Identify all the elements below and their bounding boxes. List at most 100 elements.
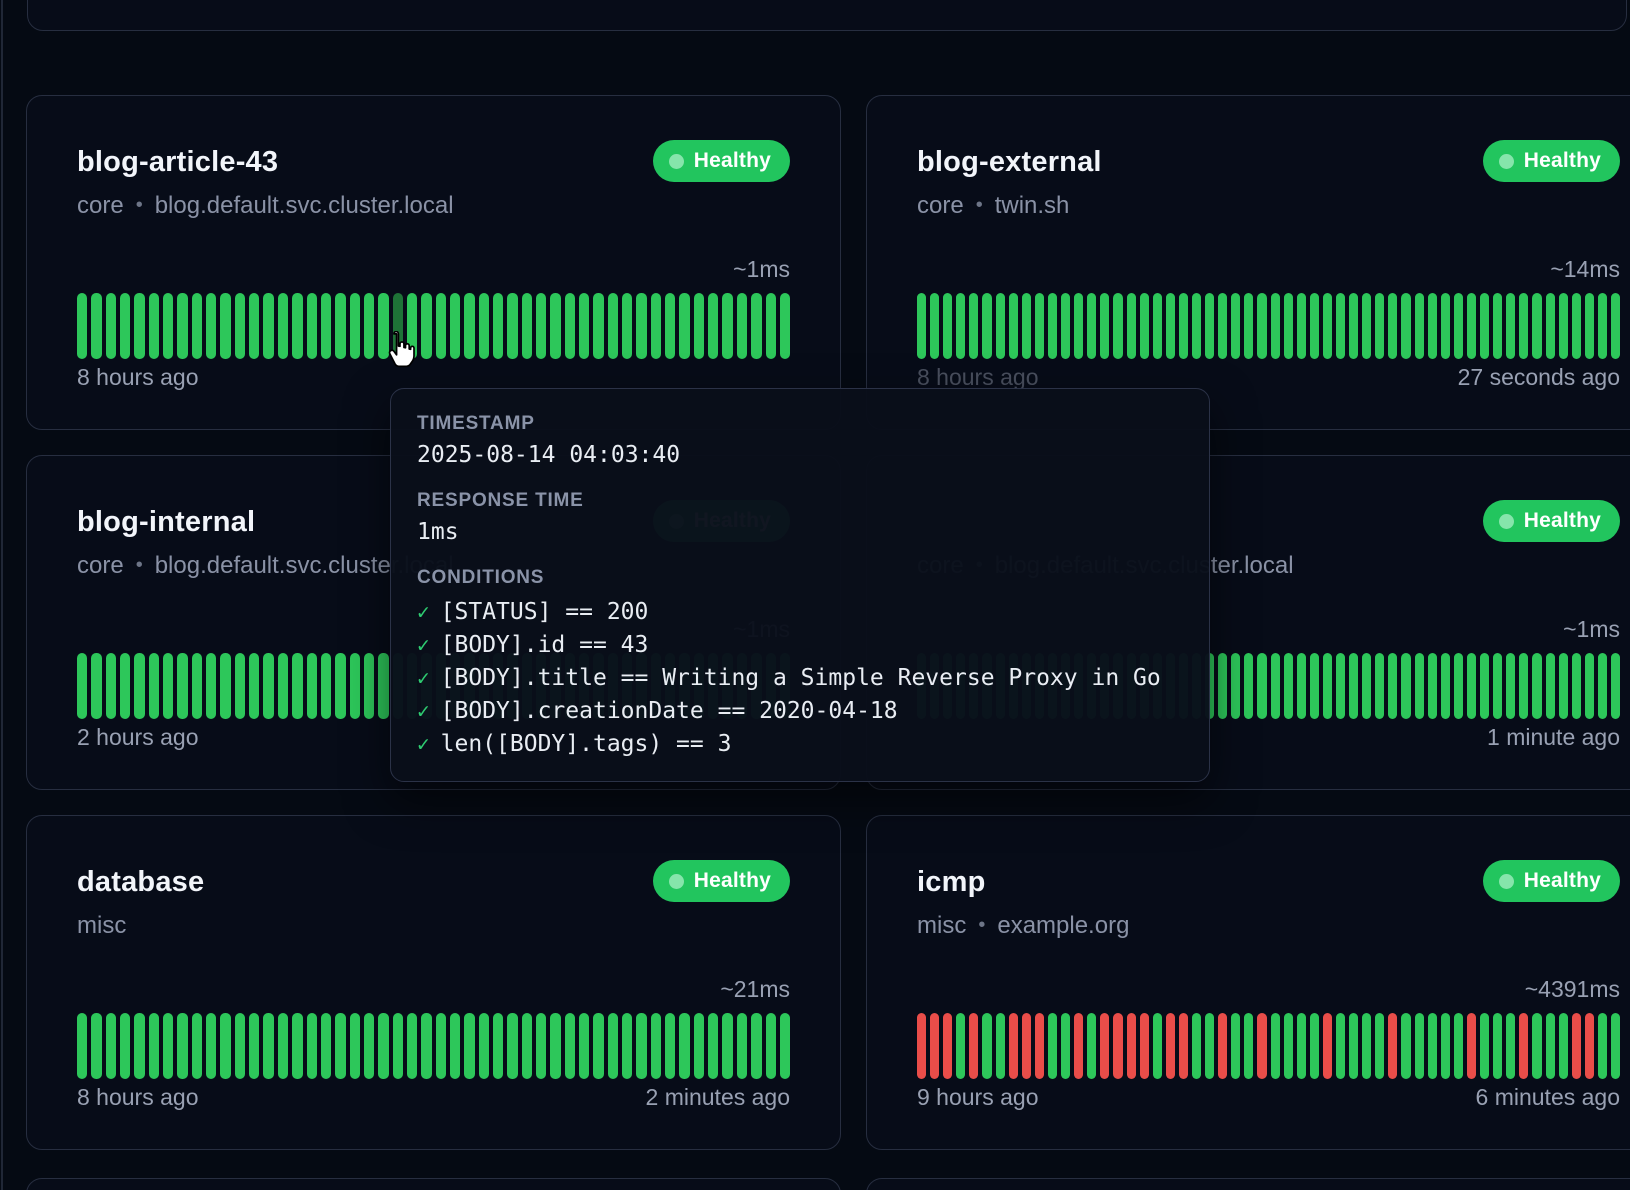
health-bar-success[interactable]	[1401, 293, 1411, 359]
health-bar-success[interactable]	[1309, 293, 1319, 359]
health-bar-success[interactable]	[1244, 293, 1254, 359]
health-bar-success[interactable]	[363, 653, 375, 719]
health-bar-success[interactable]	[1061, 293, 1071, 359]
health-bar-success[interactable]	[1336, 1013, 1346, 1079]
health-bar-success[interactable]	[507, 293, 518, 359]
health-bar-success[interactable]	[220, 1013, 231, 1079]
health-bar-success[interactable]	[665, 1013, 676, 1079]
partial-card-bottom-right[interactable]	[866, 1178, 1630, 1190]
health-bar-success[interactable]	[1558, 653, 1568, 719]
health-bar-success[interactable]	[1218, 653, 1228, 719]
health-bar-success[interactable]	[263, 293, 274, 359]
health-bar-success[interactable]	[249, 653, 260, 719]
health-bar-failure[interactable]	[1322, 1013, 1332, 1079]
health-bar-failure[interactable]	[1571, 1013, 1581, 1079]
health-bar-success[interactable]	[306, 1013, 317, 1079]
health-bar-success[interactable]	[1231, 653, 1241, 719]
health-bar-success[interactable]	[134, 293, 145, 359]
service-card-icmp[interactable]: icmp misc • example.org Healthy ~4391ms 9 hour…	[866, 815, 1630, 1150]
health-bar-success[interactable]	[693, 293, 705, 359]
health-bar-success[interactable]	[579, 1013, 590, 1079]
health-bar-success[interactable]	[1610, 653, 1621, 719]
health-bar-success[interactable]	[220, 293, 231, 359]
health-bar-success[interactable]	[120, 1013, 131, 1079]
health-bar-success[interactable]	[550, 1013, 561, 1079]
health-bar-success[interactable]	[1375, 293, 1385, 359]
health-bar-success[interactable]	[105, 293, 117, 359]
health-bar-success[interactable]	[1270, 1013, 1280, 1079]
health-bar-success[interactable]	[1349, 653, 1359, 719]
health-bar-success[interactable]	[492, 1013, 504, 1079]
health-bar-success[interactable]	[1270, 653, 1280, 719]
health-bar-success[interactable]	[536, 1013, 547, 1079]
health-bar-success[interactable]	[995, 1013, 1005, 1079]
health-bar-success[interactable]	[1205, 1013, 1215, 1079]
health-bar-success[interactable]	[1231, 293, 1241, 359]
health-bar-success[interactable]	[1283, 1013, 1293, 1079]
health-bar-success[interactable]	[1414, 653, 1424, 719]
health-bar-success[interactable]	[1205, 293, 1215, 359]
health-bar-success[interactable]	[1506, 293, 1516, 359]
health-bar-success[interactable]	[636, 1013, 647, 1079]
health-bar-success[interactable]	[1558, 1013, 1568, 1079]
health-bar-failure[interactable]	[969, 1013, 979, 1079]
health-bar-success[interactable]	[148, 293, 160, 359]
health-bar-success[interactable]	[421, 293, 432, 359]
health-bar-success[interactable]	[206, 1013, 217, 1079]
health-bar-success[interactable]	[163, 293, 174, 359]
health-bar-success[interactable]	[1283, 293, 1293, 359]
health-bar-success[interactable]	[277, 653, 289, 719]
health-bar-success[interactable]	[708, 1013, 719, 1079]
health-bar-success[interactable]	[363, 293, 375, 359]
health-bar-failure[interactable]	[943, 1013, 953, 1079]
health-bar-success[interactable]	[1597, 293, 1607, 359]
health-bar-success[interactable]	[1152, 293, 1162, 359]
health-bar-success[interactable]	[982, 1013, 992, 1079]
health-bar-success[interactable]	[91, 1013, 102, 1079]
health-bar-success[interactable]	[1021, 293, 1031, 359]
health-bar-success[interactable]	[449, 1013, 461, 1079]
health-bar-failure[interactable]	[1008, 1013, 1018, 1079]
health-bar-success[interactable]	[1270, 293, 1280, 359]
health-bar-success[interactable]	[593, 293, 604, 359]
health-bar-success[interactable]	[1296, 293, 1306, 359]
health-bar-success[interactable]	[105, 1013, 117, 1079]
health-bar-success[interactable]	[363, 1013, 375, 1079]
health-bar-failure[interactable]	[1165, 1013, 1175, 1079]
health-bar-success[interactable]	[91, 293, 102, 359]
health-bar-success[interactable]	[1571, 293, 1581, 359]
health-bar-success[interactable]	[1191, 293, 1202, 359]
health-bar-success[interactable]	[306, 653, 317, 719]
health-bar-success[interactable]	[1257, 293, 1267, 359]
health-bar-failure[interactable]	[1388, 1013, 1398, 1079]
health-bar-success[interactable]	[77, 1013, 88, 1079]
health-bar-success[interactable]	[406, 293, 418, 359]
health-bar-success[interactable]	[1375, 1013, 1385, 1079]
health-bar-success[interactable]	[1427, 1013, 1437, 1079]
health-bar-success[interactable]	[335, 293, 346, 359]
health-bar-success[interactable]	[930, 293, 940, 359]
health-bar-success[interactable]	[1506, 653, 1516, 719]
service-card-database[interactable]: database misc Healthy ~21ms 8 hours ago 2 min…	[26, 815, 841, 1150]
health-bar-failure[interactable]	[1257, 1013, 1267, 1079]
health-bar-success[interactable]	[148, 653, 160, 719]
health-bar-success[interactable]	[650, 1013, 662, 1079]
health-bar-success[interactable]	[105, 653, 117, 719]
health-bar-success[interactable]	[1414, 293, 1424, 359]
health-bar-success[interactable]	[206, 653, 217, 719]
health-bar-success[interactable]	[378, 1013, 389, 1079]
health-bar-success[interactable]	[736, 293, 748, 359]
health-bar-success[interactable]	[91, 653, 102, 719]
health-bar-success[interactable]	[234, 1013, 246, 1079]
health-bar-success[interactable]	[693, 1013, 705, 1079]
health-bar-success[interactable]	[1034, 293, 1044, 359]
health-bar-success[interactable]	[1218, 293, 1228, 359]
health-bar-success[interactable]	[1558, 293, 1568, 359]
health-bar-success[interactable]	[917, 293, 927, 359]
health-bar-success[interactable]	[708, 293, 719, 359]
health-bar-success[interactable]	[982, 293, 992, 359]
health-bar-success[interactable]	[306, 293, 317, 359]
health-bar-success[interactable]	[1165, 293, 1175, 359]
health-bar-success[interactable]	[1322, 293, 1332, 359]
health-bar-success[interactable]	[722, 1013, 733, 1079]
